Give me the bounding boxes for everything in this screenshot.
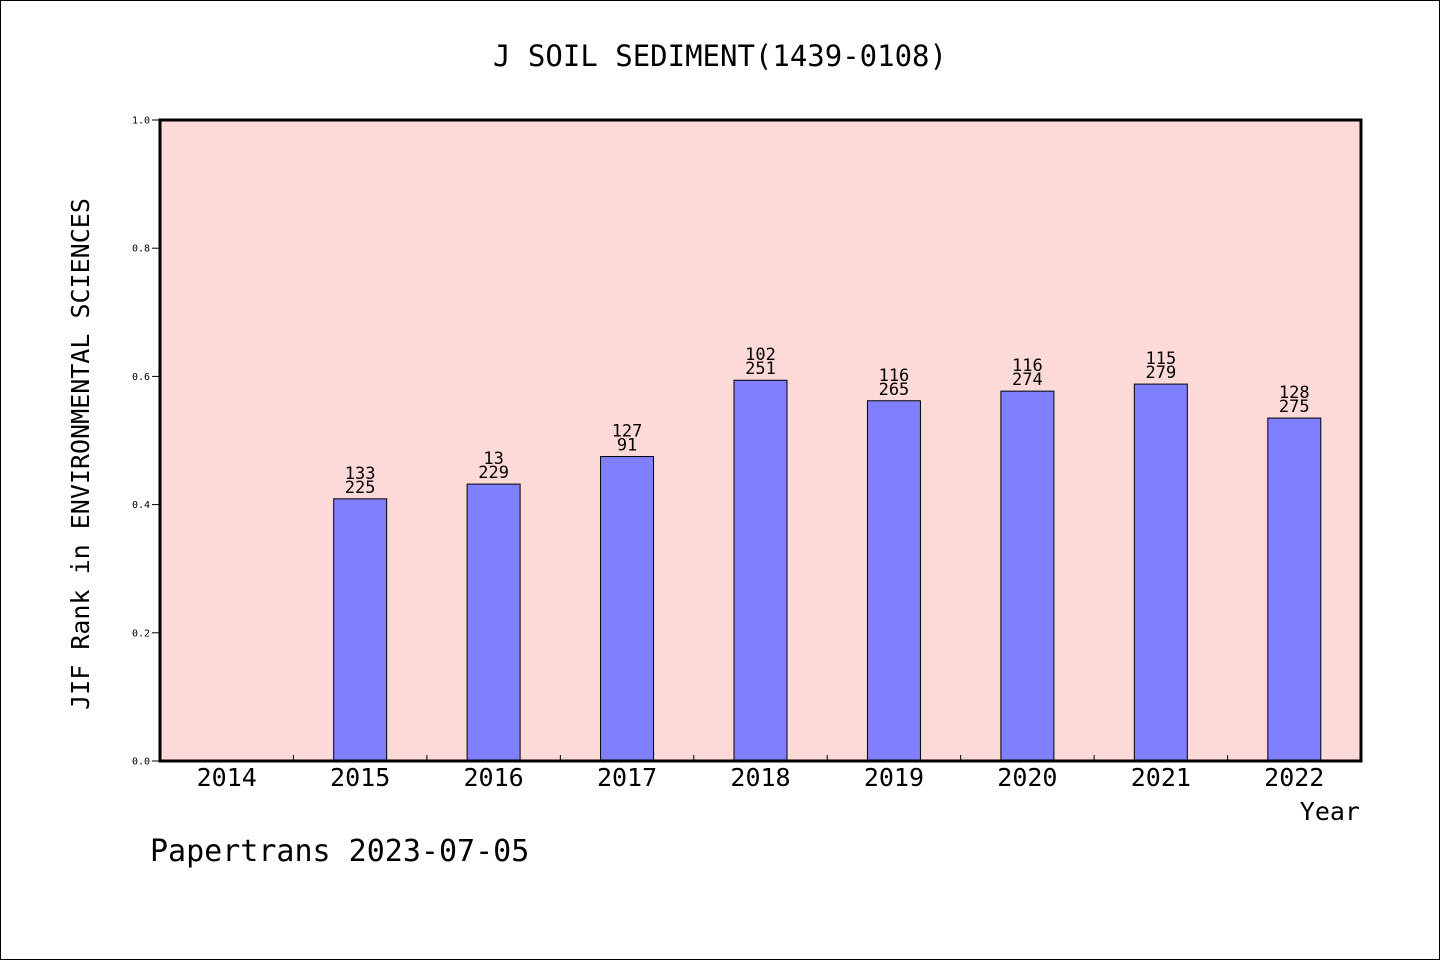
plot-border xyxy=(158,118,1363,763)
y-tick-label: 0.2 xyxy=(132,628,150,639)
bar xyxy=(1000,390,1055,762)
bar xyxy=(600,456,655,762)
y-tick-label: 0.0 xyxy=(132,757,150,768)
bar-label-bottom: 225 xyxy=(345,478,376,498)
bar-label-top: 116 xyxy=(879,366,910,386)
footer-watermark: Papertrans 2023-07-05 xyxy=(150,834,530,869)
bar xyxy=(1267,417,1322,762)
bar-label-top: 128 xyxy=(1279,383,1310,403)
x-tick-label: 2021 xyxy=(1131,763,1191,792)
bar-label-bottom: 275 xyxy=(1279,397,1310,417)
x-tick-label: 2017 xyxy=(597,763,657,792)
x-tick-label: 2020 xyxy=(997,763,1057,792)
bar-label-bottom: 251 xyxy=(745,359,776,379)
x-tick-label: 2022 xyxy=(1264,763,1324,792)
bar-label-top: 116 xyxy=(1012,356,1043,376)
y-tick-label: 0.8 xyxy=(132,244,150,255)
bar-label-bottom: 274 xyxy=(1012,370,1043,390)
y-axis-label: JIF Rank in ENVIRONMENTAL SCIENCES xyxy=(66,198,95,710)
bar xyxy=(1133,383,1188,762)
y-tick-label: 0.4 xyxy=(132,500,150,511)
chart-title: J SOIL SEDIMENT(1439-0108) xyxy=(493,39,947,73)
bar-label-top: 115 xyxy=(1145,349,1176,369)
bar-label-top: 133 xyxy=(345,464,376,484)
x-tick-label: 2018 xyxy=(730,763,790,792)
bar-label-top: 13 xyxy=(483,449,503,469)
bar-label-bottom: 265 xyxy=(879,380,910,400)
bar-label-top: 102 xyxy=(745,345,776,365)
bar xyxy=(333,498,388,762)
x-tick-label: 2015 xyxy=(330,763,390,792)
x-axis-label: Year xyxy=(1300,797,1360,826)
bar xyxy=(866,400,921,762)
bar-label-bottom: 279 xyxy=(1145,363,1176,383)
y-tick-label: 1.0 xyxy=(132,116,150,127)
x-tick-label: 2019 xyxy=(864,763,924,792)
bar-label-bottom: 91 xyxy=(617,436,637,456)
bar xyxy=(466,483,521,762)
bar-label-bottom: 229 xyxy=(478,463,509,483)
bar xyxy=(733,379,788,762)
y-tick-label: 0.6 xyxy=(132,372,150,383)
x-tick-label: 2016 xyxy=(464,763,524,792)
bar-label-top: 127 xyxy=(612,422,643,442)
x-tick-label: 2014 xyxy=(197,763,257,792)
